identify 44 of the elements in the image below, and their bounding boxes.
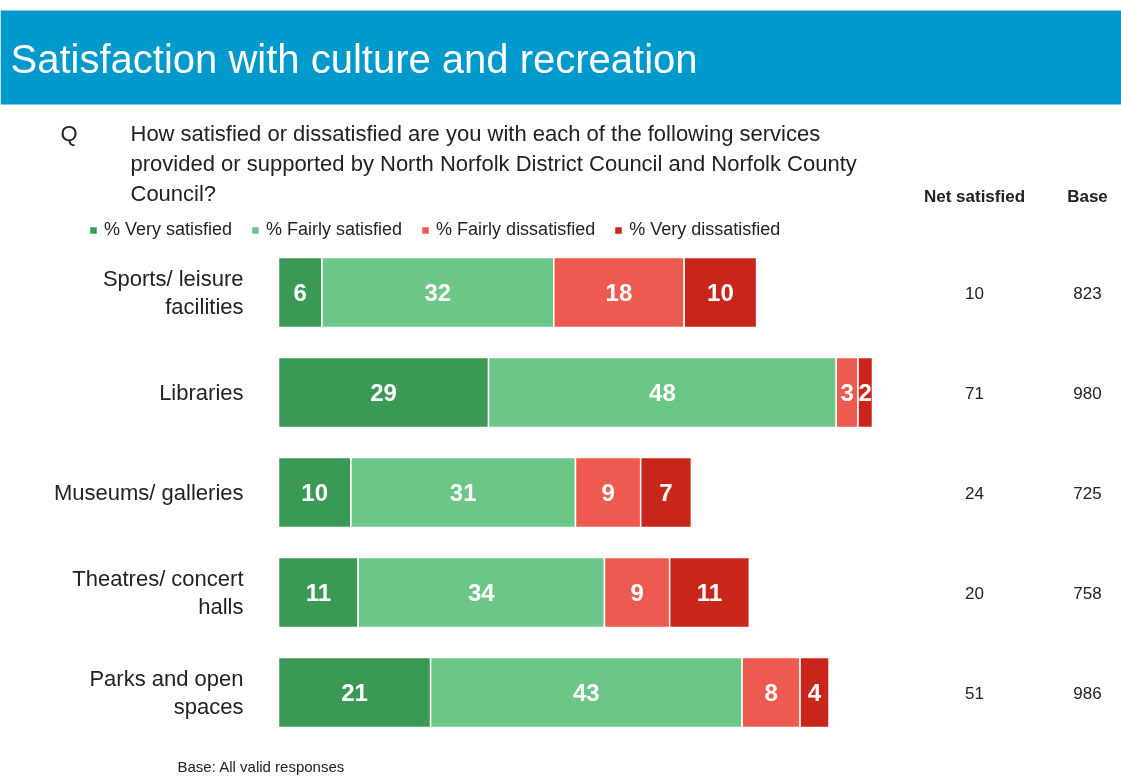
data-label: 9 — [630, 579, 644, 606]
data-label: 43 — [573, 679, 600, 706]
data-label: 10 — [707, 279, 734, 306]
legend-label: % Very dissatisfied — [629, 219, 781, 240]
data-label: 18 — [605, 279, 633, 306]
y-tick-label: Libraries — [159, 380, 244, 405]
data-label: 21 — [341, 679, 368, 706]
data-label: 9 — [601, 479, 615, 506]
text: 20 — [965, 583, 984, 603]
data-label: 11 — [696, 579, 723, 606]
text: Q How satisfied or dissatisfied are you with each of the following services provided or supported by North Norfolk District Council and Norfolk County Council? — [60, 121, 857, 206]
legend-label: % Fairly dissatisfied — [436, 219, 596, 240]
text: 24 — [965, 483, 984, 503]
data-label: 6 — [293, 279, 307, 306]
data-label: 11 — [305, 579, 332, 606]
y-tick-label: Theatres/ concert halls — [72, 566, 244, 619]
text: 986 — [1073, 683, 1102, 703]
text: 980 — [1073, 383, 1102, 403]
legend-label: % Fairly satisfied — [266, 219, 403, 240]
data-label: 29 — [370, 379, 397, 406]
data-label: 8 — [764, 679, 778, 706]
y-tick-label: Sports/ leisure facilities — [102, 266, 244, 319]
data-label: 31 — [449, 479, 477, 506]
text: 10 — [965, 283, 984, 303]
y-tick-label: Parks and open spaces — [89, 666, 244, 719]
data-label: 4 — [807, 679, 822, 706]
data-label: 48 — [649, 379, 676, 406]
legend-label: % Very satisfied — [104, 219, 233, 240]
text: Base: All valid responses — [177, 758, 345, 775]
text: 758 — [1073, 583, 1102, 603]
data-label: 2 — [858, 379, 872, 406]
text: Net satisfied — [923, 187, 1026, 206]
data-label: 3 — [840, 379, 854, 406]
text: 823 — [1073, 283, 1102, 303]
y-tick-label: Museums/ galleries — [53, 480, 244, 505]
data-label: 34 — [467, 579, 496, 606]
text: 725 — [1073, 483, 1102, 503]
text: Base — [1067, 187, 1108, 206]
data-label: 32 — [424, 279, 452, 306]
text: 51 — [965, 683, 984, 703]
data-label: 10 — [301, 479, 329, 506]
text: 71 — [965, 383, 984, 403]
data-label: 7 — [659, 479, 673, 506]
chart-title: Satisfaction with culture and recreation — [10, 36, 698, 81]
